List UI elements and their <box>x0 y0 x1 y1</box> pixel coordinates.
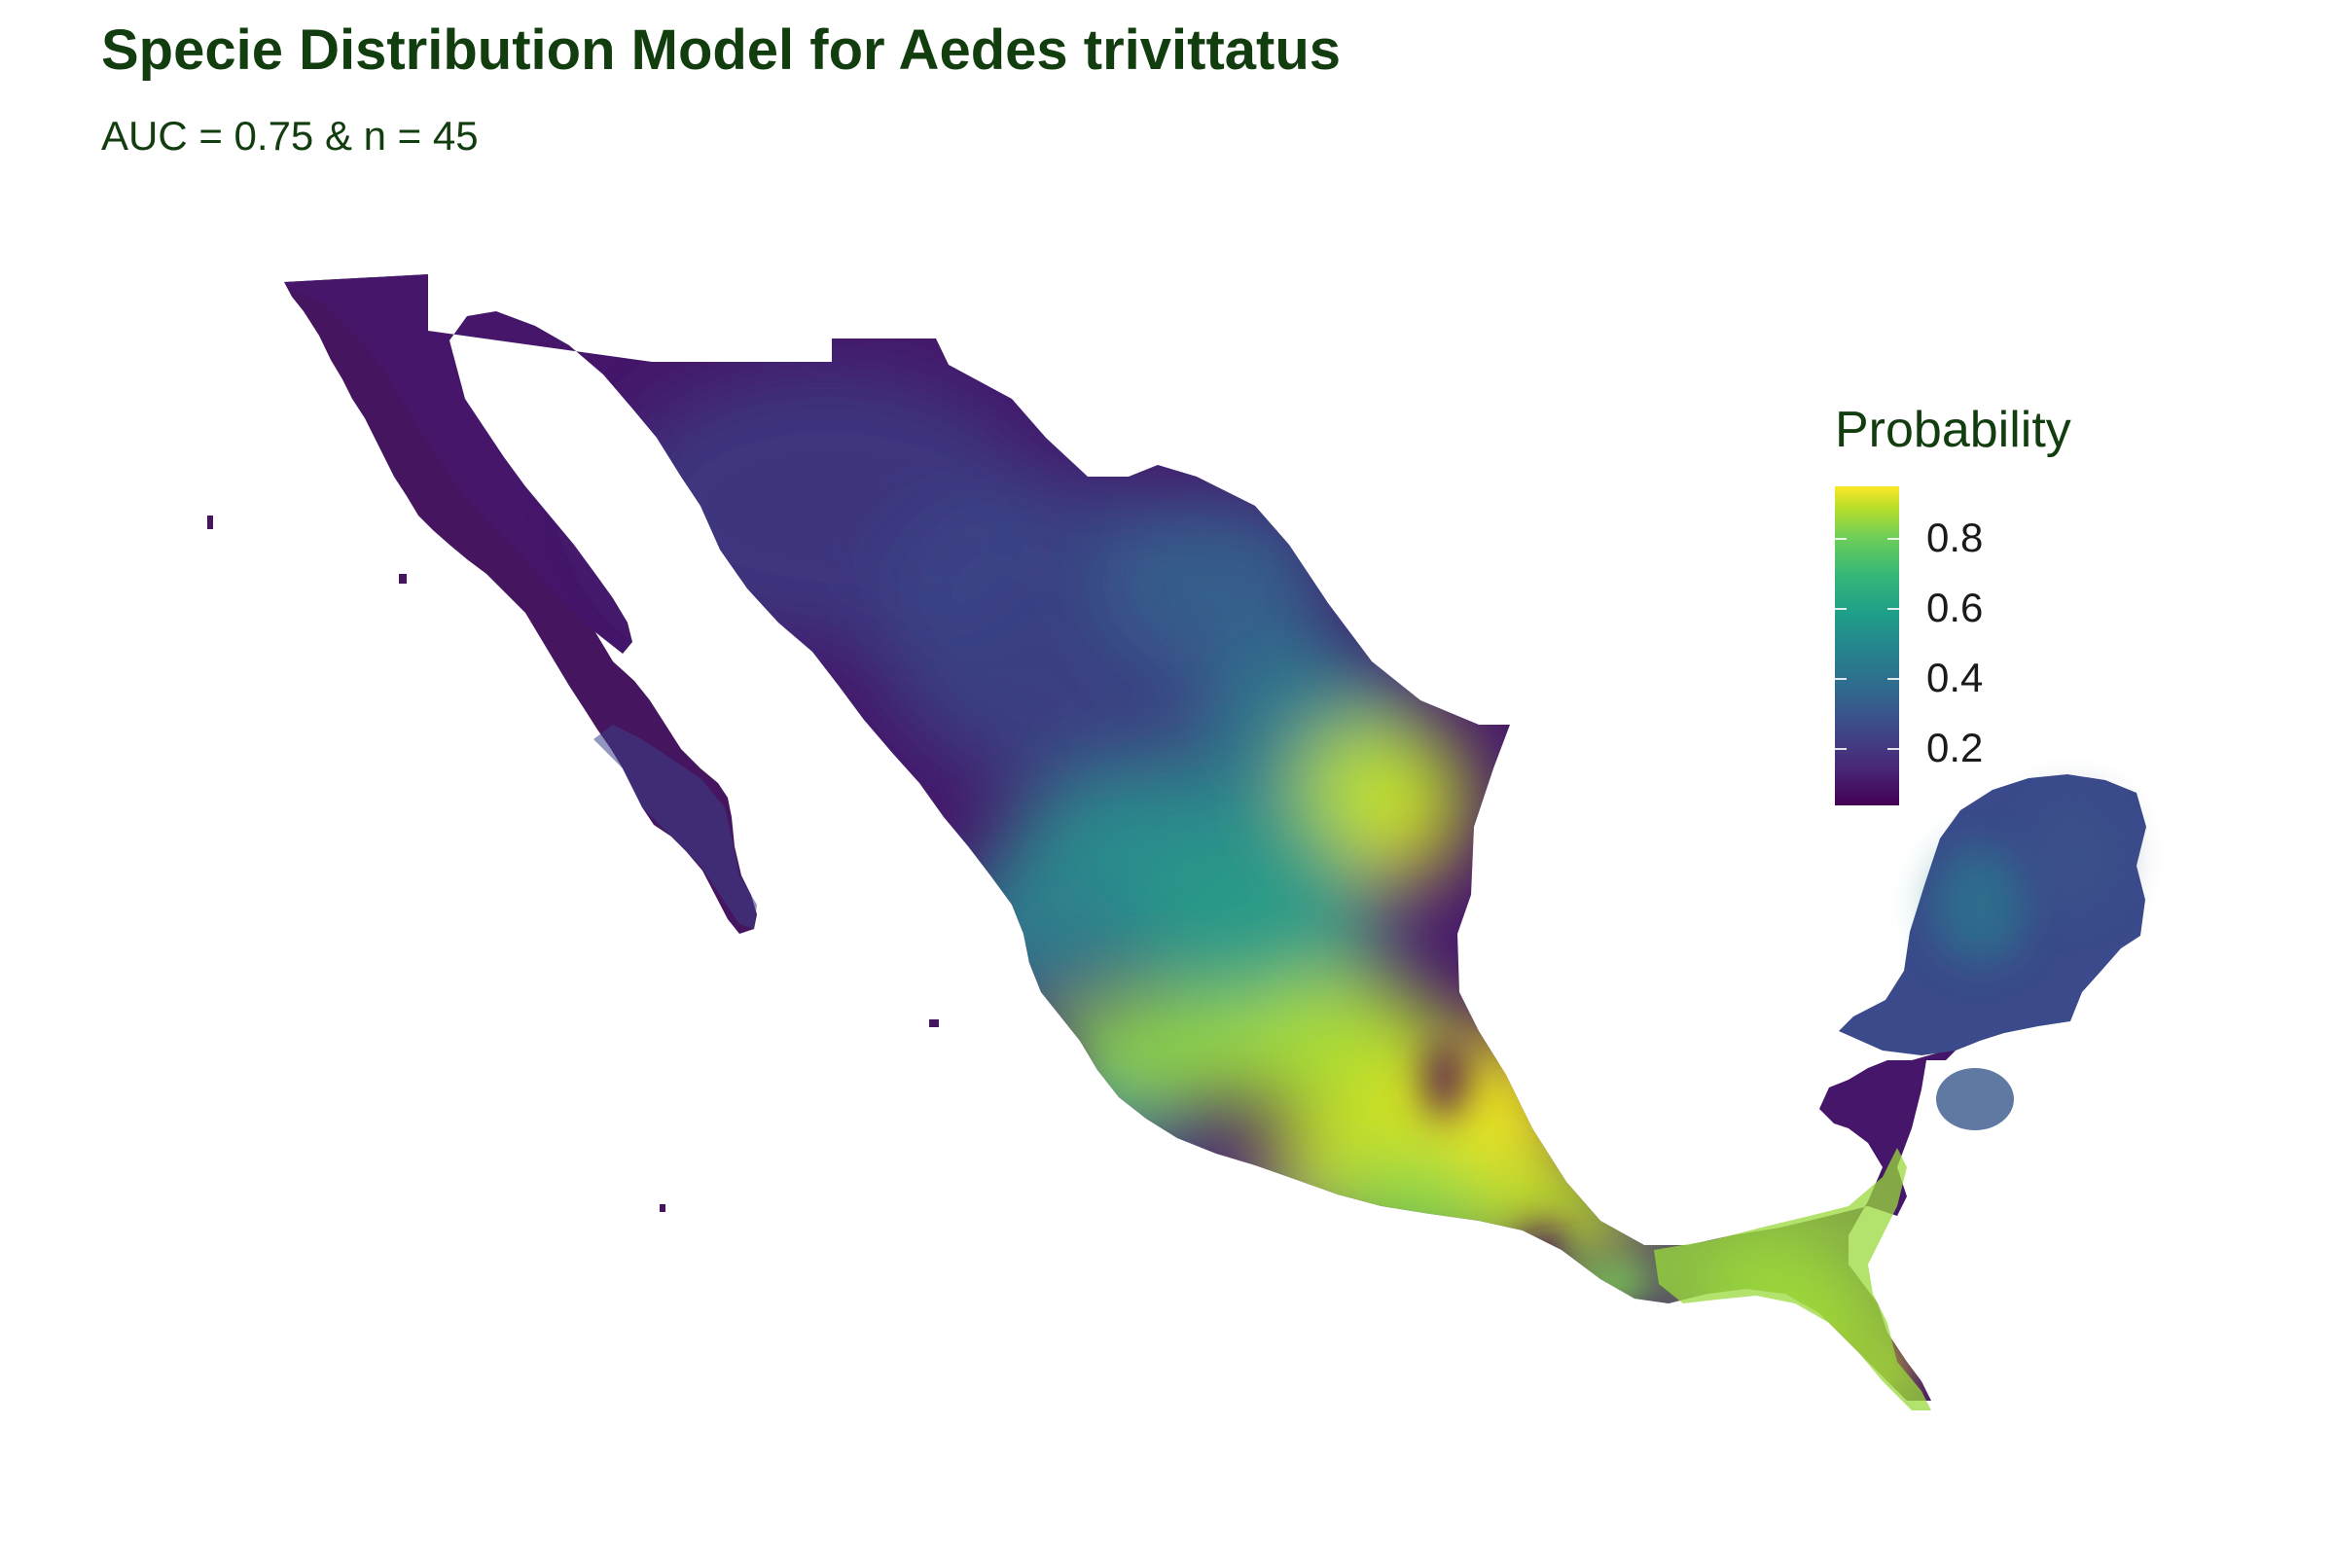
legend-tick-mark <box>1835 678 1847 681</box>
legend-tick-mark <box>1887 608 1899 611</box>
legend-title: Probability <box>1835 402 2071 458</box>
legend-colorbar <box>1835 486 1899 805</box>
legend-tick-mark <box>1835 608 1847 611</box>
legend-tick-label: 0.6 <box>1926 585 1984 631</box>
legend-tick-label: 0.8 <box>1926 515 1984 561</box>
legend-tick-mark <box>1887 538 1899 541</box>
chart-title: Specie Distribution Model for Aedes triv… <box>101 18 1342 82</box>
legend-tick-label: 0.4 <box>1926 655 1984 701</box>
yucatan-peninsula <box>1839 774 2146 1130</box>
legend-tick-label: 0.2 <box>1926 725 1984 771</box>
legend-tick-mark <box>1887 748 1899 751</box>
legend-tick-mark <box>1887 678 1899 681</box>
chart-subtitle: AUC = 0.75 & n = 45 <box>101 113 479 159</box>
legend-tick-mark <box>1835 748 1847 751</box>
chiapas-region <box>1654 1148 1931 1410</box>
baja-california <box>284 274 757 934</box>
islands <box>207 516 939 1212</box>
legend-tick-mark <box>1835 538 1847 541</box>
